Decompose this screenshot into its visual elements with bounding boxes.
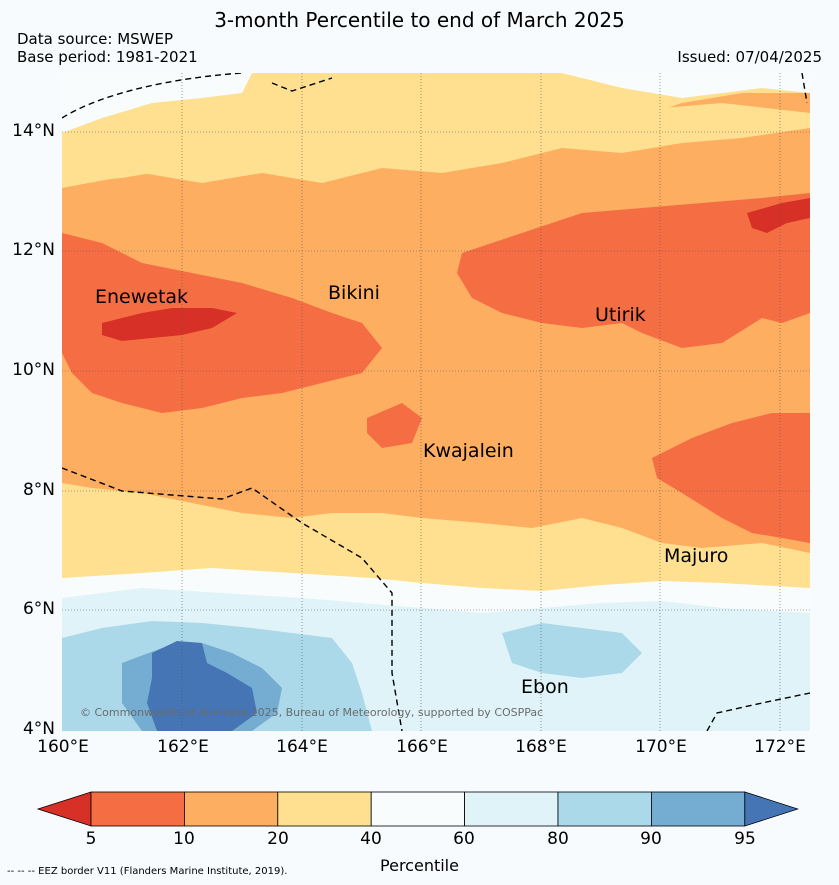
band-10-20	[62, 93, 810, 553]
colorbar-tick-60: 60	[453, 829, 475, 849]
eez-border	[62, 73, 810, 731]
place-bikini: Bikini	[328, 282, 380, 304]
lon-label-168e: 168°E	[515, 737, 567, 757]
lon-label-166e: 166°E	[396, 737, 448, 757]
band-40-60-north-right	[562, 73, 810, 98]
colorbar-tick-5: 5	[85, 829, 97, 849]
band-above-95	[147, 641, 257, 731]
place-enewetak: Enewetak	[95, 286, 189, 308]
place-utirik: Utirik	[595, 304, 646, 326]
colorbar-cell	[183, 791, 279, 827]
colorbar-cell	[90, 791, 185, 827]
colorbar-cell	[464, 791, 559, 827]
lat-label-6n: 6°N	[22, 599, 55, 619]
band-below-5-enewetak	[102, 308, 237, 341]
colorbar-tick-95: 95	[734, 829, 756, 849]
band-below-5-east	[747, 198, 810, 233]
colorbar-extend-high	[744, 791, 799, 827]
colorbar	[37, 791, 799, 827]
place-ebon: Ebon	[521, 676, 569, 698]
colorbar-tick-90: 90	[640, 829, 662, 849]
colorbar-cell	[370, 791, 466, 827]
colorbar-cells	[37, 791, 799, 827]
colorbar-tick-10: 10	[173, 829, 195, 849]
issued-date-label: Issued: 07/04/2025	[677, 48, 822, 66]
lat-label-4n: 4°N	[22, 719, 55, 739]
colorbar-label: Percentile	[380, 856, 459, 875]
band-5-10-east	[652, 413, 810, 543]
colorbar-tick-20: 20	[267, 829, 289, 849]
place-kwajalein: Kwajalein	[423, 440, 514, 462]
percentile-map: Enewetak Bikini Utirik Kwajalein Majuro …	[62, 73, 810, 731]
band-40-60-north	[62, 73, 252, 133]
page-title: 3-month Percentile to end of March 2025	[214, 8, 625, 32]
copyright-notice: © Commonwealth of Australia 2025, Bureau…	[80, 706, 544, 719]
colorbar-cell	[651, 791, 746, 827]
band-5-10-kwaj	[367, 403, 422, 448]
base-period-label: Base period: 1981-2021	[17, 48, 198, 66]
colorbar-cell	[277, 791, 372, 827]
colorbar-tick-80: 80	[547, 829, 569, 849]
eez-legend-note: -- -- -- EEZ border V11 (Flanders Marine…	[7, 866, 288, 877]
data-source-label: Data source: MSWEP	[17, 30, 174, 48]
band-20-40-stripe	[62, 98, 810, 188]
lon-label-160e: 160°E	[37, 737, 89, 757]
place-majuro: Majuro	[664, 545, 729, 567]
colorbar-tick-40: 40	[360, 829, 382, 849]
lon-label-164e: 164°E	[276, 737, 328, 757]
lat-label-14n: 14°N	[12, 121, 55, 141]
lon-label-162e: 162°E	[157, 737, 209, 757]
lat-label-8n: 8°N	[22, 480, 55, 500]
map-canvas	[62, 73, 810, 731]
band-5-10-north	[457, 193, 810, 348]
lat-label-12n: 12°N	[12, 240, 55, 260]
lon-label-172e: 172°E	[754, 737, 806, 757]
colorbar-extend-low	[37, 791, 92, 827]
lon-label-170e: 170°E	[635, 737, 687, 757]
lat-label-10n: 10°N	[12, 360, 55, 380]
colorbar-cell	[557, 791, 652, 827]
band-80-90-east	[502, 623, 642, 678]
